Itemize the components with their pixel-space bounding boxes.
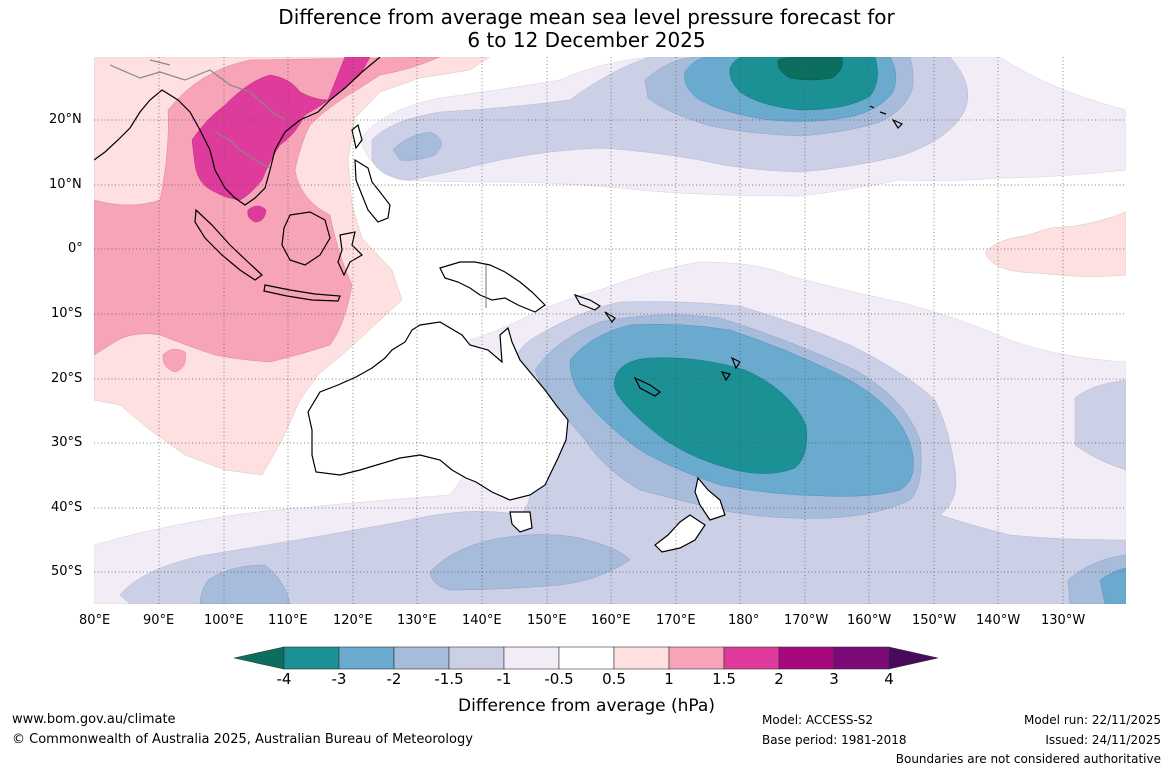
colorbar-segment [503,646,560,670]
lon-label: 170°W [784,613,829,628]
colorbar-label: 0.5 [602,670,626,688]
colorbar-extend-high [888,646,939,670]
colorbar-segment [393,646,450,670]
lon-label: 130°W [1041,613,1086,628]
sulawesi-coastline [337,231,363,277]
colorbar-title: Difference from average (hPa) [458,696,715,716]
coastlines [94,57,904,553]
lon-label: 150°E [527,613,567,628]
colorbar-label: -2 [386,670,402,688]
lon-label: 130°E [397,613,437,628]
contour-neg-3-south [613,357,808,474]
borneo-coastline [281,211,331,266]
lon-label: 140°E [462,613,502,628]
lon-label: 160°E [591,613,631,628]
lon-label: 150°W [912,613,957,628]
sumatra-coastline [194,208,263,281]
hawaii-islands [869,105,904,129]
java-coastline [263,284,341,302]
colorbar-extend-low [233,646,285,670]
asia-coastline [94,57,381,206]
fiji-islands [720,356,741,382]
philippines-coastline [354,158,391,223]
contour-pos-1 [94,57,441,363]
colorbar-segment [833,646,890,670]
lat-label: 20°N [49,112,82,127]
lon-label: 160°W [847,613,892,628]
new-zealand-north [694,476,726,521]
boundaries-disclaimer: Boundaries are not considered authoritat… [895,752,1161,766]
new-guinea-coastline [439,261,546,313]
colorbar-segment [448,646,505,670]
solomon-islands [573,293,616,324]
lat-label: 10°S [51,306,83,321]
colorbar-label: 1 [664,670,674,688]
colorbar-segment [338,646,395,670]
colorbar-label: -0.5 [544,670,574,688]
copyright-text: © Commonwealth of Australia 2025, Austra… [12,732,473,747]
website-link[interactable]: www.bom.gov.au/climate [12,712,176,727]
colorbar-label: 2 [774,670,784,688]
colorbar-label: -3 [331,670,347,688]
colorbar-label: 4 [884,670,894,688]
taiwan-coastline [351,123,363,150]
lat-label: 50°S [51,564,83,579]
colorbar-segment [723,646,780,670]
map-title-line2: 6 to 12 December 2025 [467,28,706,52]
lat-label: 20°S [51,371,83,386]
lon-label: 90°E [143,613,175,628]
colorbar-label: -1 [496,670,512,688]
lon-label: 80°E [79,613,111,628]
lon-label: 170°E [656,613,696,628]
colorbar-label: -4 [276,670,292,688]
contour-neg-3-north [729,57,878,111]
colorbar-label: 3 [829,670,839,688]
colorbar-segment [558,646,615,670]
asia-borders [109,59,286,169]
lat-label: 10°N [49,177,82,192]
base-period: Base period: 1981-2018 [762,733,907,747]
contour-neg-4-north [777,57,843,81]
lat-label: 30°S [51,435,83,450]
colorbar-segment [778,646,835,670]
graticule [94,57,1126,604]
lon-label: 100°E [204,613,244,628]
lon-label: 140°W [976,613,1021,628]
lat-label: 40°S [51,500,83,515]
new-caledonia [633,376,662,397]
colorbar-segment [613,646,670,670]
lon-label: 110°E [268,613,308,628]
contour-pos-1.5-spot [247,205,267,223]
contour-pos-1.5 [191,57,371,201]
contour-pos-1-spot [162,348,186,373]
lat-label: 0° [68,241,83,256]
map-title-line1: Difference from average mean sea level p… [278,5,895,29]
colorbar-label: -1.5 [434,670,464,688]
australia-coastline [307,321,569,501]
model-run-date: Model run: 22/11/2025 [1023,713,1161,727]
model-name: Model: ACCESS-S2 [762,713,874,727]
lon-label: 120°E [333,613,373,628]
lon-label: 180° [728,613,760,628]
colorbar-segment [283,646,340,670]
colorbar-label: 1.5 [712,670,736,688]
tasmania-coastline [509,511,533,533]
issued-date: Issued: 24/11/2025 [1045,733,1161,747]
contour-pos-0.5-east [984,211,1126,277]
colorbar [233,646,939,670]
colorbar-segment [668,646,725,670]
map-panel [94,57,1126,604]
